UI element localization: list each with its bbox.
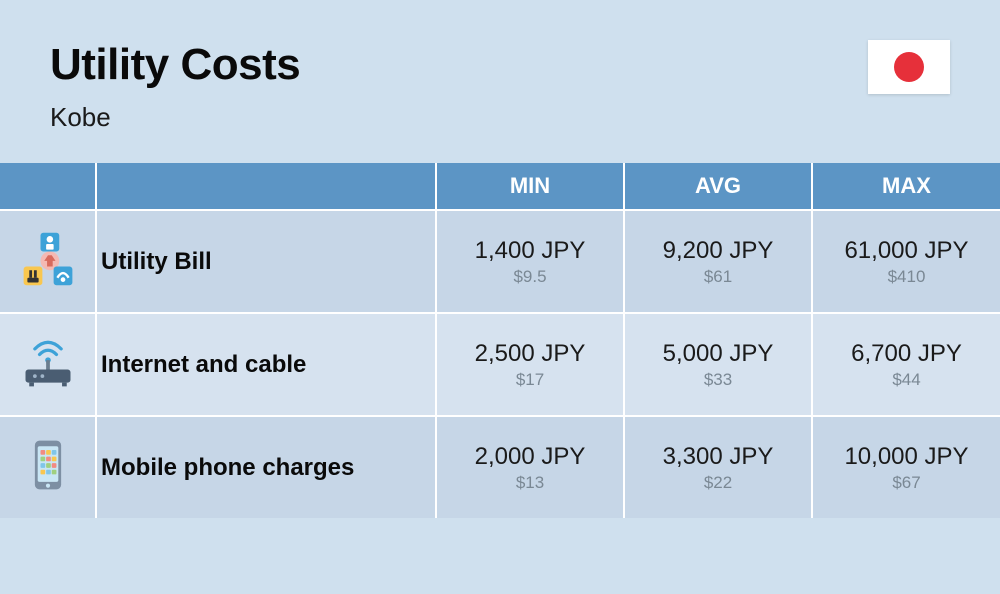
primary-value: 3,300 JPY (625, 443, 811, 471)
header: Utility Costs Kobe (0, 0, 1000, 163)
table-header-row: MIN AVG MAX (0, 163, 1000, 210)
costs-table: MIN AVG MAX Utility Bill 1,400 JPY (0, 163, 1000, 518)
flag-japan (868, 40, 950, 94)
cell-avg: 9,200 JPY $61 (624, 210, 812, 313)
secondary-value: $67 (813, 473, 1000, 493)
primary-value: 61,000 JPY (813, 237, 1000, 265)
col-min-header: MIN (436, 163, 624, 210)
secondary-value: $17 (437, 370, 623, 390)
table-row: Internet and cable 2,500 JPY $17 5,000 J… (0, 313, 1000, 416)
cell-max: 6,700 JPY $44 (812, 313, 1000, 416)
page-subtitle: Kobe (50, 102, 300, 133)
col-icon-header (0, 163, 96, 210)
utility-icon (18, 229, 78, 289)
col-label-header (96, 163, 436, 210)
row-label: Mobile phone charges (96, 416, 436, 518)
row-icon-cell (0, 313, 96, 416)
primary-value: 1,400 JPY (437, 237, 623, 265)
row-label: Internet and cable (96, 313, 436, 416)
cell-min: 2,000 JPY $13 (436, 416, 624, 518)
table-row: Mobile phone charges 2,000 JPY $13 3,300… (0, 416, 1000, 518)
secondary-value: $9.5 (437, 267, 623, 287)
primary-value: 5,000 JPY (625, 340, 811, 368)
primary-value: 6,700 JPY (813, 340, 1000, 368)
row-icon-cell (0, 210, 96, 313)
secondary-value: $410 (813, 267, 1000, 287)
router-icon (18, 332, 78, 392)
cell-min: 1,400 JPY $9.5 (436, 210, 624, 313)
table-row: Utility Bill 1,400 JPY $9.5 9,200 JPY $6… (0, 210, 1000, 313)
phone-icon (18, 435, 78, 495)
secondary-value: $44 (813, 370, 1000, 390)
col-max-header: MAX (812, 163, 1000, 210)
flag-dot-icon (894, 52, 924, 82)
col-avg-header: AVG (624, 163, 812, 210)
row-icon-cell (0, 416, 96, 518)
page-title: Utility Costs (50, 40, 300, 90)
primary-value: 2,500 JPY (437, 340, 623, 368)
primary-value: 9,200 JPY (625, 237, 811, 265)
secondary-value: $61 (625, 267, 811, 287)
secondary-value: $22 (625, 473, 811, 493)
primary-value: 10,000 JPY (813, 443, 1000, 471)
cell-min: 2,500 JPY $17 (436, 313, 624, 416)
cell-max: 61,000 JPY $410 (812, 210, 1000, 313)
primary-value: 2,000 JPY (437, 443, 623, 471)
secondary-value: $13 (437, 473, 623, 493)
title-block: Utility Costs Kobe (50, 40, 300, 133)
cell-avg: 5,000 JPY $33 (624, 313, 812, 416)
cell-avg: 3,300 JPY $22 (624, 416, 812, 518)
secondary-value: $33 (625, 370, 811, 390)
row-label: Utility Bill (96, 210, 436, 313)
cell-max: 10,000 JPY $67 (812, 416, 1000, 518)
